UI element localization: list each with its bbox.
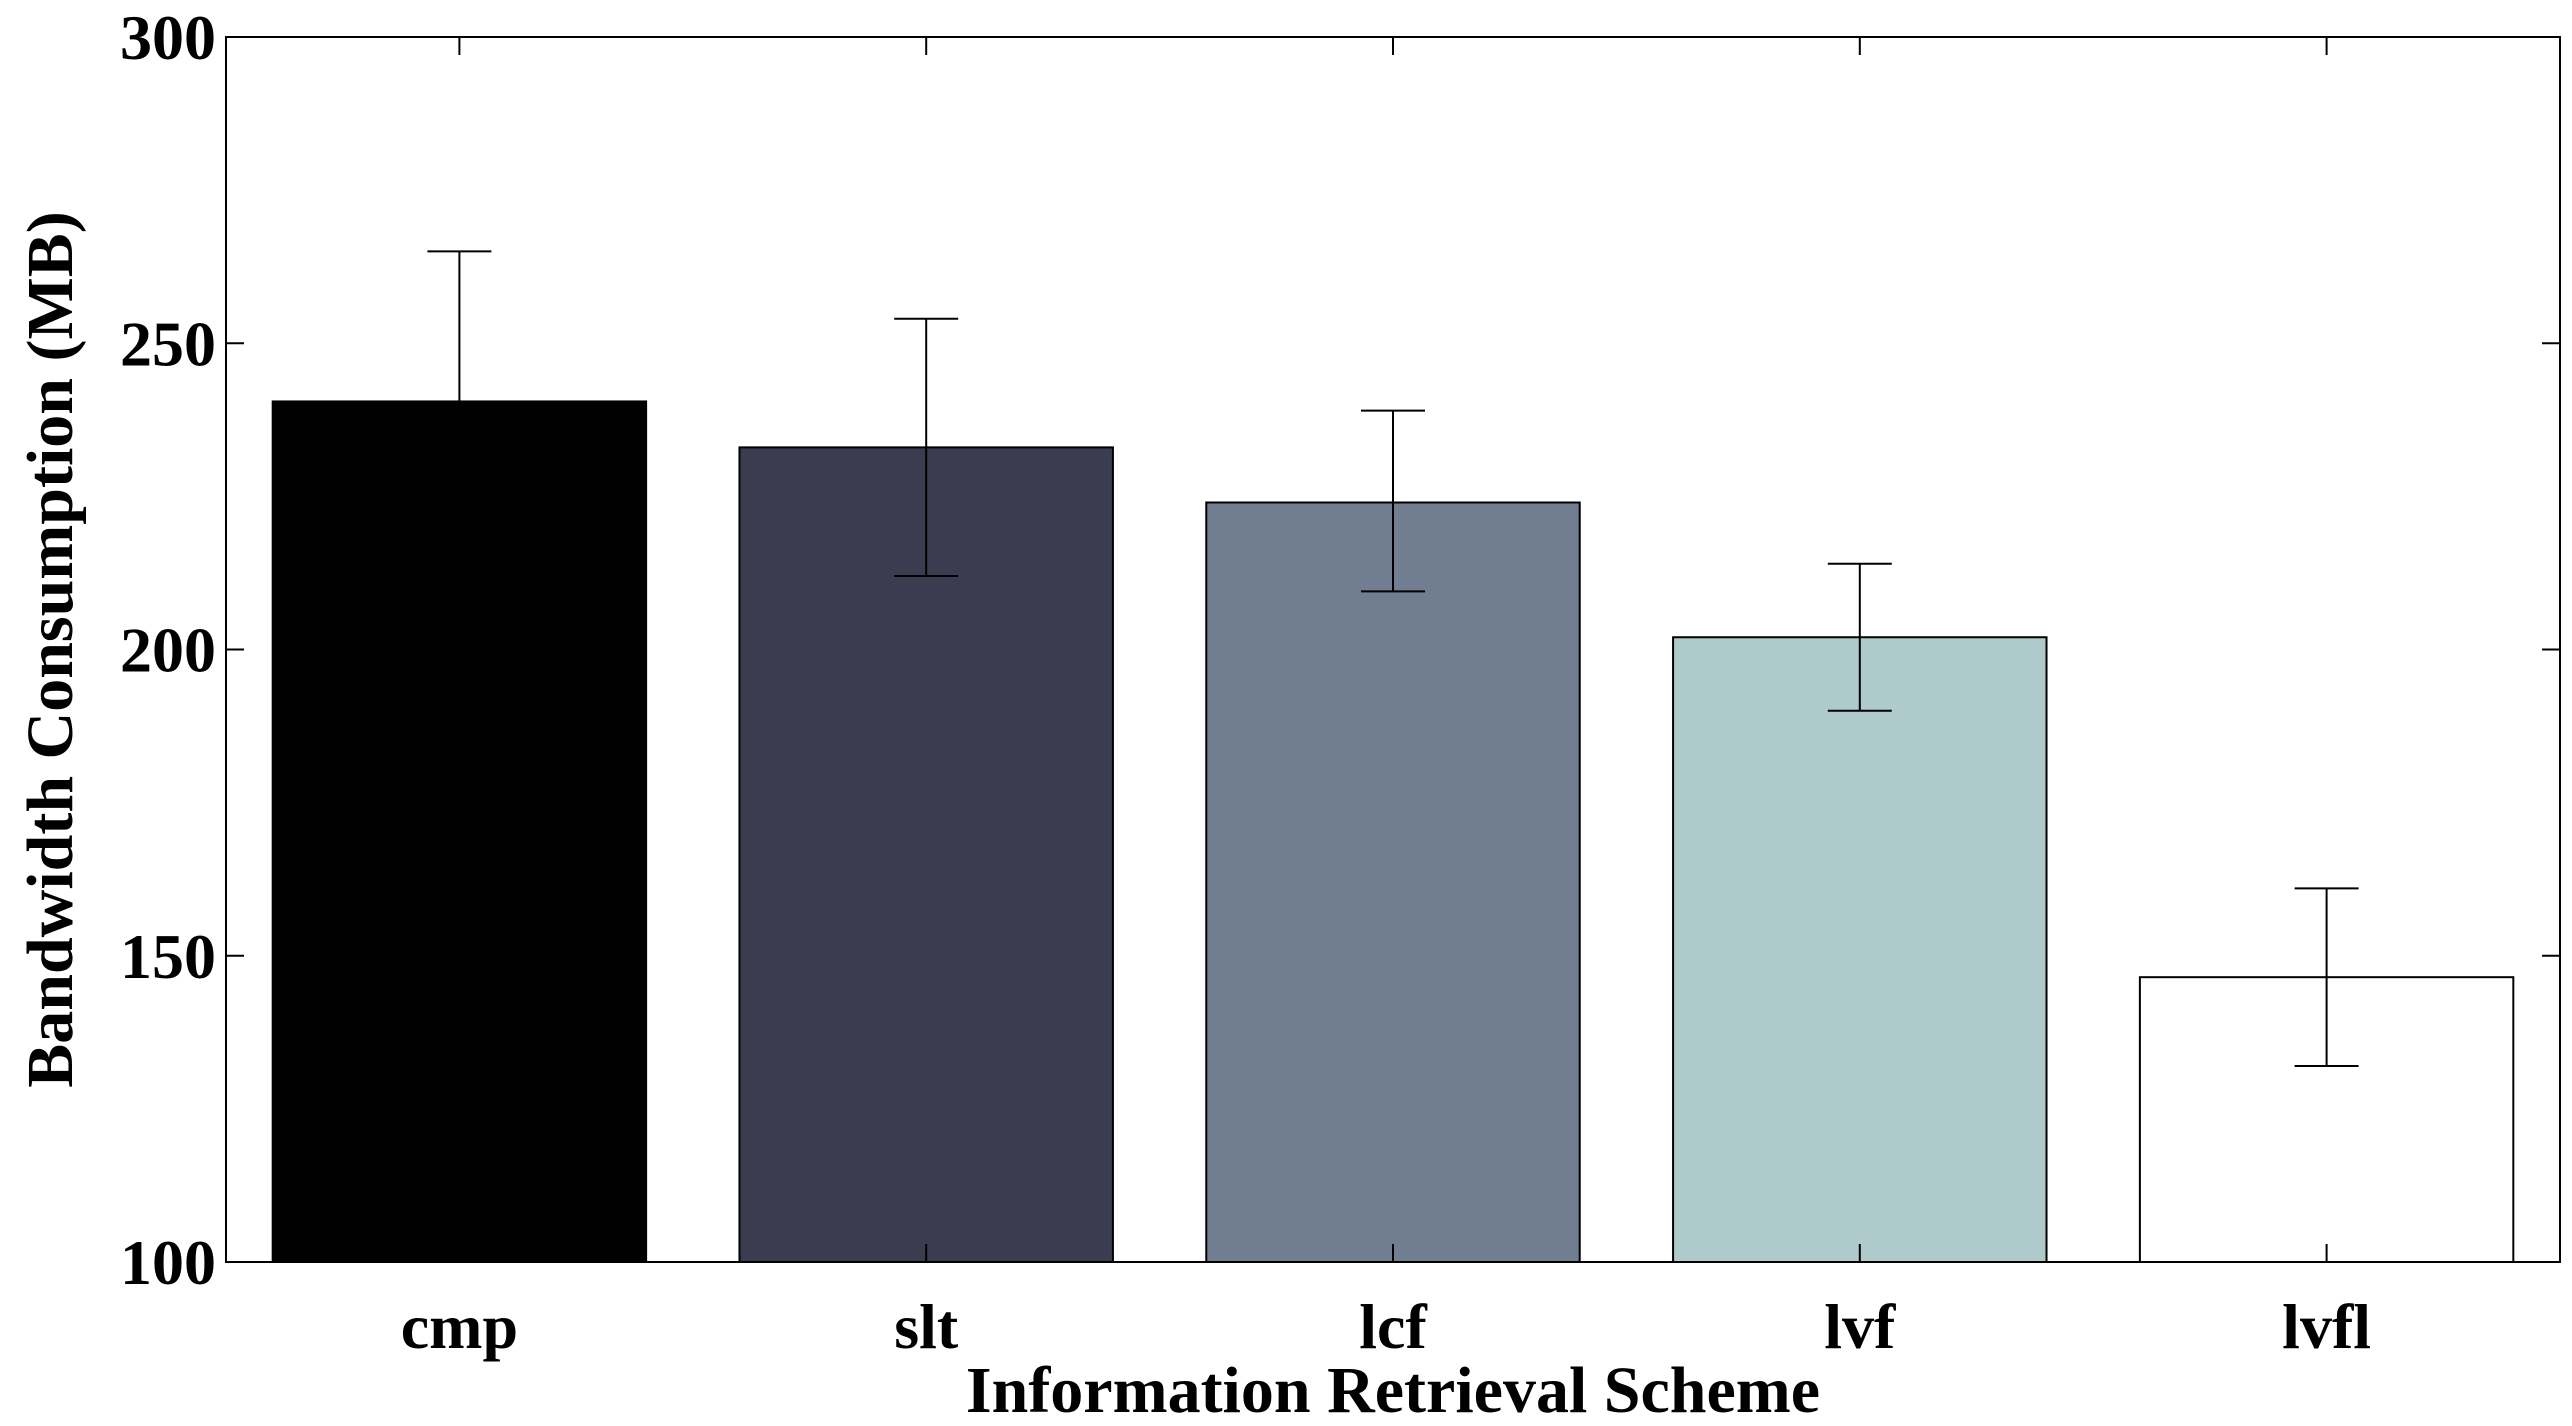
bar-slt	[738, 446, 1114, 1263]
error-bar-lvf	[1827, 562, 1892, 712]
bar-lcf	[1205, 501, 1581, 1263]
y-tick-label: 100	[120, 1227, 216, 1298]
y-tick-label: 300	[120, 2, 216, 73]
x-tick-label-lvfl: lvfl	[2282, 1291, 2371, 1362]
x-tick-label-lvf: lvf	[1824, 1291, 1896, 1362]
error-bar-lcf	[1361, 409, 1425, 593]
error-bars-layer	[427, 250, 2359, 1067]
y-tick-label: 250	[120, 308, 216, 379]
y-tick-label: 200	[120, 615, 216, 686]
bars-layer	[271, 400, 2515, 1263]
y-axis-label: Bandwidth Consumption (MB)	[14, 211, 87, 1088]
y-tick-label: 150	[120, 921, 216, 992]
error-bar-lvfl	[2294, 887, 2359, 1067]
ticks-layer	[226, 36, 2560, 1263]
error-bar-cmp	[427, 250, 492, 403]
x-tick-label-cmp: cmp	[401, 1291, 518, 1362]
x-tick-label-slt: slt	[894, 1291, 959, 1362]
bar-lvf	[1672, 636, 2048, 1263]
labels-layer: cmp slt lcf lvf lvfl 100 150 200 250 300	[120, 2, 2371, 1362]
error-bar-slt	[894, 317, 959, 577]
bar-cmp	[271, 400, 648, 1263]
x-tick-label-lcf: lcf	[1359, 1291, 1427, 1362]
x-axis-label: Information Retrieval Scheme	[966, 1354, 1820, 1426]
